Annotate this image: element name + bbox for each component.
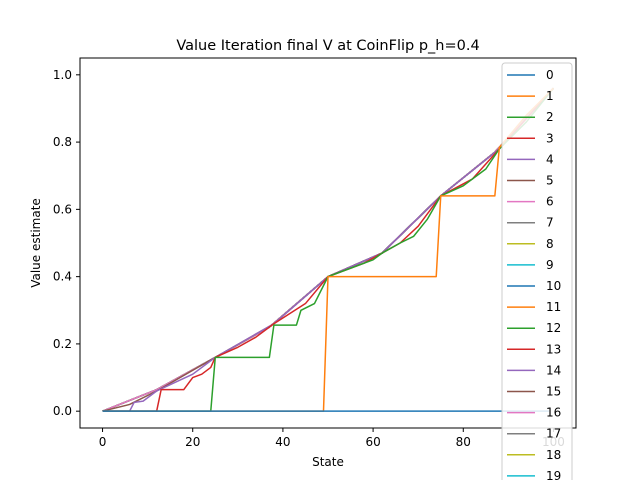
- legend-label: 13: [546, 342, 561, 356]
- legend-label: 1: [546, 89, 554, 103]
- legend-label: 8: [546, 237, 554, 251]
- y-tick-label: 0.2: [53, 337, 72, 351]
- y-tick-label: 0.4: [53, 270, 72, 284]
- legend-label: 0: [546, 68, 554, 82]
- y-tick-label: 0.8: [53, 135, 72, 149]
- legend-label: 7: [546, 216, 554, 230]
- legend-label: 6: [546, 195, 554, 209]
- legend-box: [501, 62, 573, 480]
- legend-label: 17: [546, 427, 561, 441]
- legend-label: 16: [546, 406, 561, 420]
- y-axis: 0.0 0.2 0.4 0.6 0.8 1.0: [53, 68, 80, 418]
- y-tick-label: 0.6: [53, 202, 72, 216]
- x-axis-label: State: [312, 455, 344, 469]
- series-line-3: [102, 87, 555, 412]
- x-tick-label: 60: [365, 435, 380, 449]
- legend-label: 9: [546, 258, 554, 272]
- legend-label: 11: [546, 300, 561, 314]
- x-tick-label: 20: [185, 435, 200, 449]
- y-tick-label: 1.0: [53, 68, 72, 82]
- x-tick-label: 40: [275, 435, 290, 449]
- legend-label: 19: [546, 469, 561, 480]
- legend-label: 5: [546, 174, 554, 188]
- legend-label: 2: [546, 110, 554, 124]
- y-tick-label: 0.0: [53, 404, 72, 418]
- chart-title: Value Iteration final V at CoinFlip p_h=…: [176, 38, 479, 54]
- series-line-2: [102, 87, 555, 412]
- legend-label: 14: [546, 363, 561, 377]
- legend-label: 12: [546, 321, 561, 335]
- legend-label: 10: [546, 279, 561, 293]
- legend-label: 15: [546, 385, 561, 399]
- x-tick-label: 0: [99, 435, 107, 449]
- x-tick-label: 80: [456, 435, 471, 449]
- legend-label: 3: [546, 131, 554, 145]
- legend-label: 4: [546, 152, 554, 166]
- y-axis-label: Value estimate: [29, 198, 43, 288]
- legend-label: 18: [546, 448, 561, 462]
- plot-frame: [79, 57, 577, 429]
